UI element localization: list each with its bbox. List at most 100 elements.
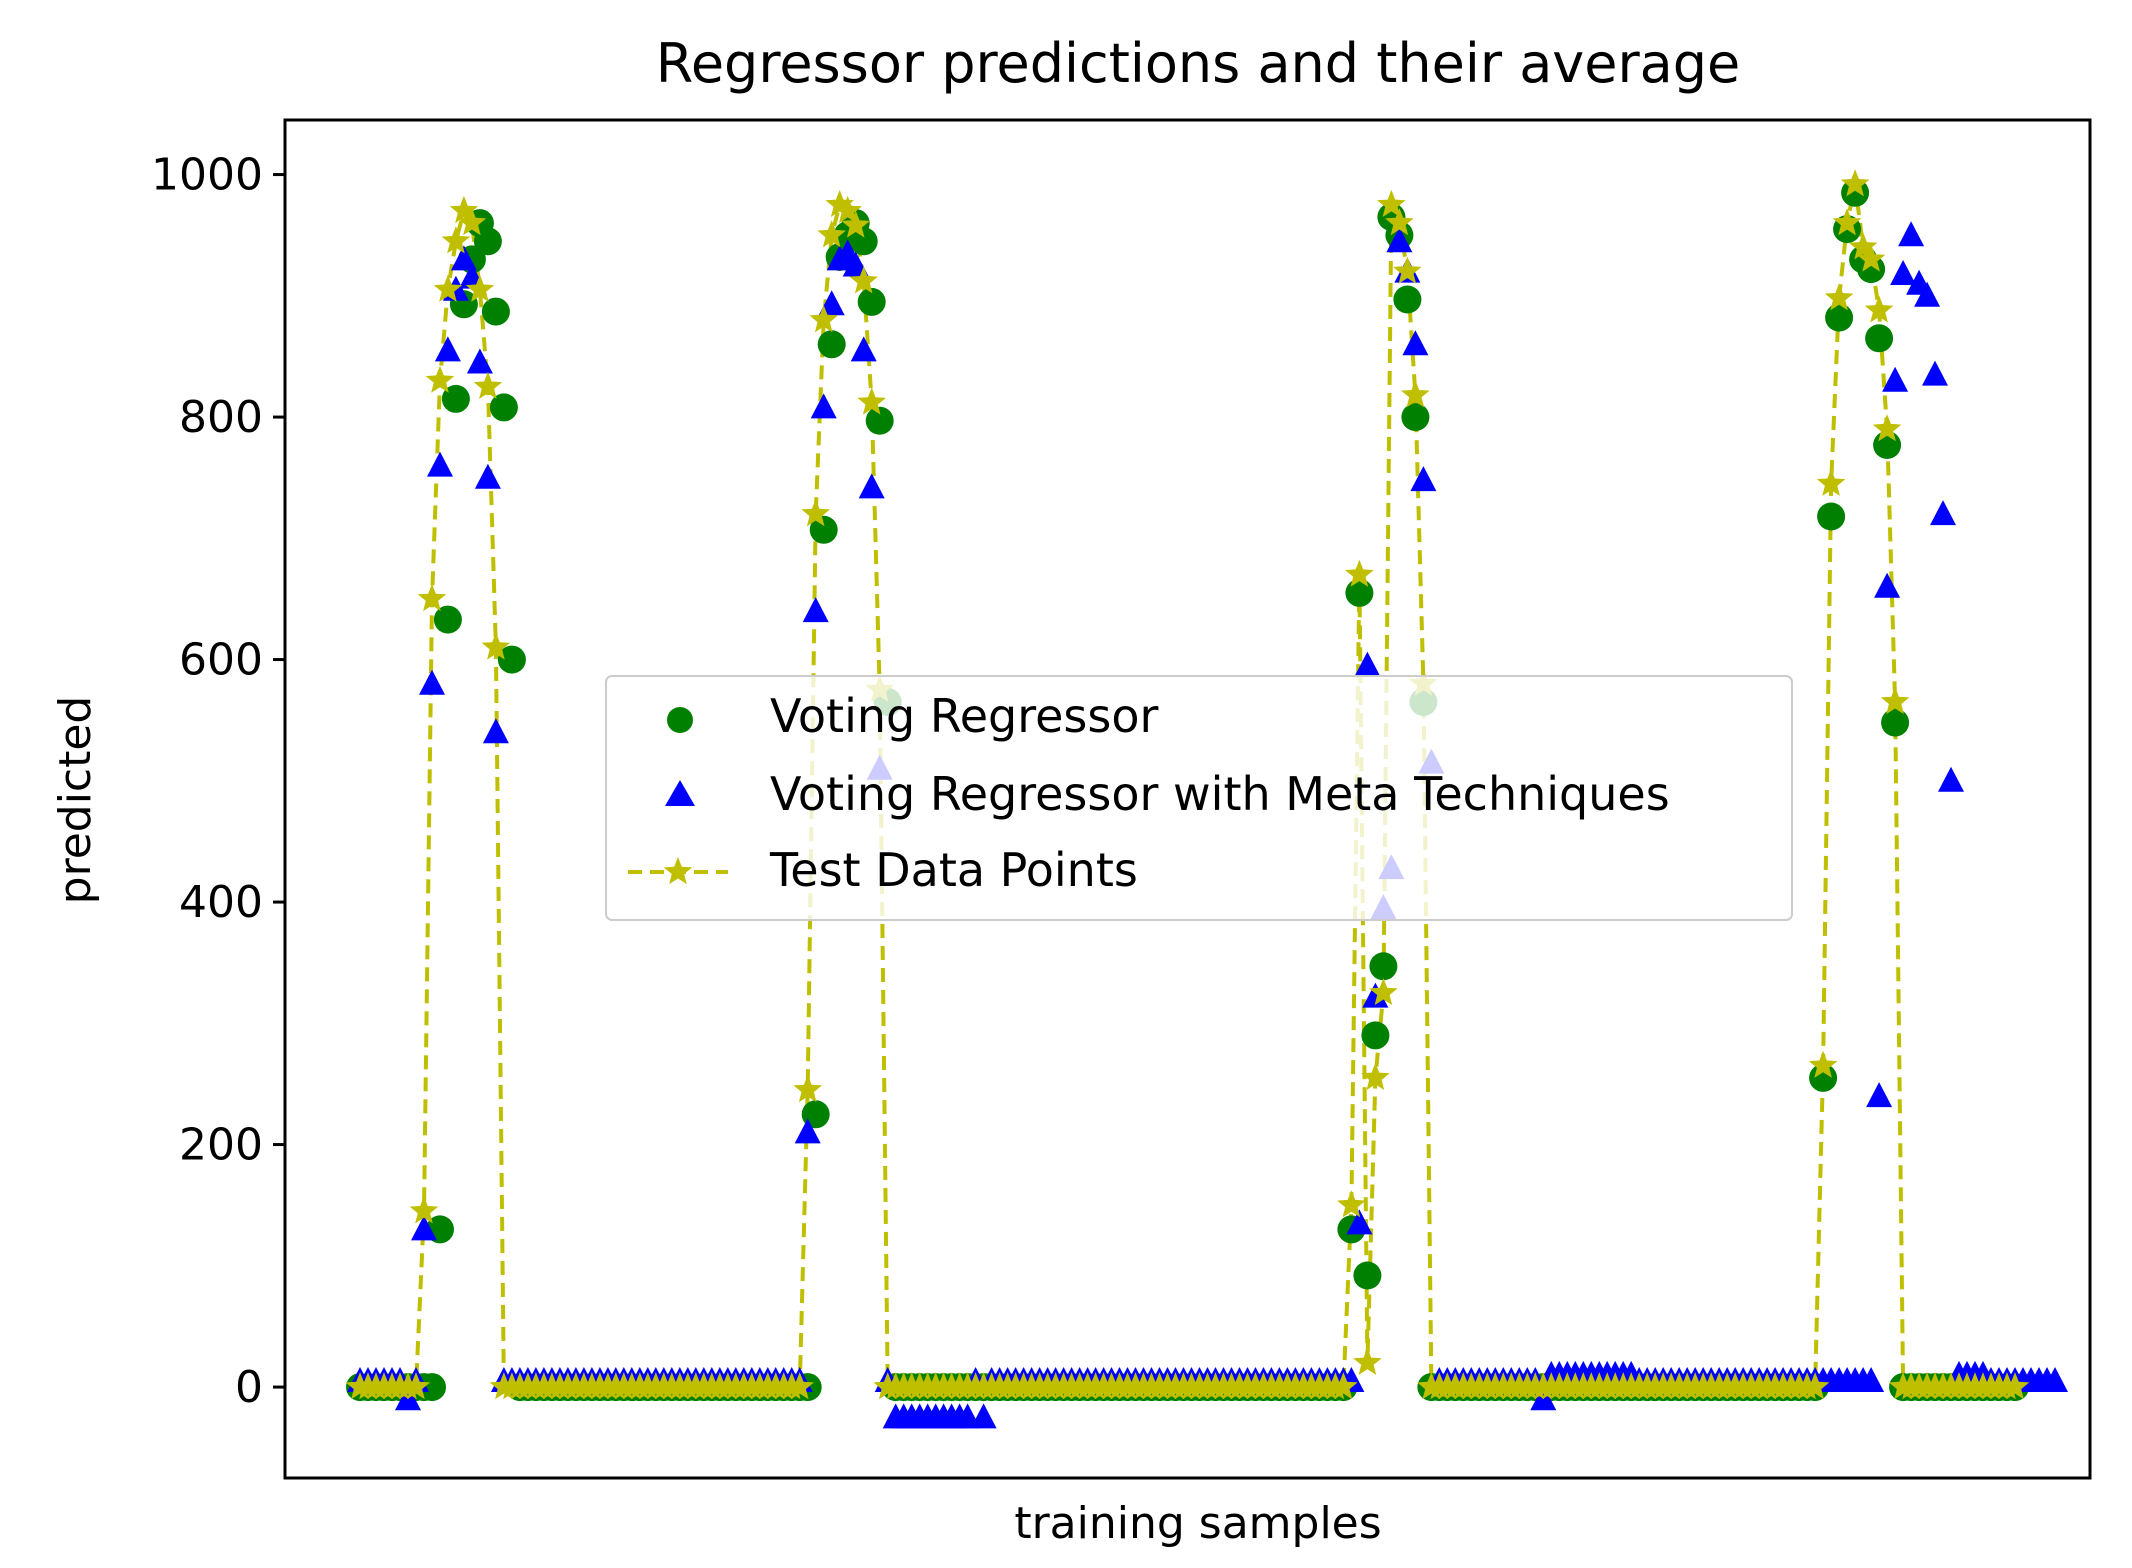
test-data-point	[801, 499, 830, 527]
y-tick-label: 600	[179, 635, 263, 686]
voting-regressor-meta-point	[1866, 1082, 1893, 1108]
voting-regressor-meta-point	[466, 348, 493, 374]
voting-regressor-point	[497, 645, 526, 674]
test-data-point	[433, 274, 463, 302]
test-data-point	[409, 1196, 439, 1224]
voting-regressor-meta-point	[1874, 572, 1901, 598]
voting-regressor-meta-point	[419, 669, 445, 695]
test-data-point	[1393, 256, 1422, 284]
voting-regressor-meta-point	[450, 245, 477, 271]
voting-regressor-meta-point	[1354, 651, 1381, 677]
voting-regressor-point	[1865, 324, 1894, 353]
voting-regressor-point	[481, 297, 510, 326]
voting-regressor-meta-point	[1898, 221, 1925, 247]
test-data-point	[1369, 978, 1398, 1006]
voting-regressor-point	[1841, 178, 1870, 207]
voting-regressor-point	[1825, 303, 1854, 332]
test-data-point	[793, 1075, 822, 1103]
test-data-point	[2000, 1372, 2030, 1400]
test-data-point	[1880, 687, 1910, 715]
test-data-point	[825, 189, 854, 217]
voting-regressor-meta-point	[1930, 500, 1956, 526]
legend-marker-test-data	[663, 857, 693, 885]
test-data-point	[1377, 189, 1406, 217]
test-data-point	[1361, 1062, 1390, 1090]
voting-regressor-meta-point	[850, 336, 877, 362]
voting-regressor-meta-point	[1914, 281, 1941, 307]
y-tick-label: 400	[179, 877, 263, 928]
test-data-point	[1864, 295, 1894, 323]
voting-regressor-meta-point	[1410, 466, 1437, 492]
voting-regressor-point	[849, 227, 878, 256]
x-axis-label: training samples	[1014, 1498, 1381, 1549]
test-data-point	[785, 1372, 814, 1400]
test-data-point	[457, 208, 487, 236]
test-data-point	[1385, 208, 1414, 236]
test-data-point	[425, 365, 455, 393]
test-data-points	[345, 169, 2030, 1400]
voting-regressor-meta-point	[2042, 1367, 2068, 1392]
voting-regressor-meta-point	[1882, 366, 1909, 392]
test-data-point	[817, 220, 846, 248]
voting-regressor-meta-point	[411, 1215, 437, 1241]
voting-regressor-point	[1817, 502, 1846, 531]
test-data-point	[1872, 414, 1902, 442]
voting-regressor-point	[1369, 952, 1398, 981]
voting-regressor-meta-point	[434, 336, 461, 362]
test-data-point	[1345, 559, 1374, 587]
voting-regressor-point	[865, 406, 894, 435]
test-data-point	[1856, 244, 1886, 272]
legend-marker-voting-regressor-meta	[665, 780, 695, 806]
voting-regressor-point	[1881, 708, 1910, 737]
voting-regressor-meta-point	[1890, 260, 1917, 285]
legend-label-test-data: Test Data Points	[769, 843, 1138, 897]
test-data-point	[441, 226, 471, 254]
voting-regressor-meta-point	[794, 1118, 821, 1144]
test-data-point	[1353, 1347, 1382, 1375]
voting-regressor-point	[433, 605, 462, 634]
voting-regressor-point	[1401, 403, 1430, 432]
voting-regressor-meta-point	[1362, 982, 1389, 1008]
y-tick-label: 1000	[151, 150, 263, 201]
chart-title: Regressor predictions and their average	[656, 32, 1741, 95]
y-axis: 0 200 400 600 800 1000	[151, 150, 285, 1413]
test-data-point	[857, 387, 886, 415]
test-data-point	[849, 266, 878, 294]
voting-regressor-meta-point	[1922, 360, 1948, 386]
y-tick-label: 800	[179, 392, 263, 443]
voting-regressor-meta-point	[1346, 1209, 1373, 1235]
test-data-point	[1337, 1190, 1366, 1218]
test-data-point	[1808, 1050, 1838, 1078]
voting-regressor-meta-point	[1386, 227, 1413, 253]
test-data-point	[401, 1372, 431, 1400]
voting-regressor-point	[1857, 255, 1886, 284]
test-data-point	[1816, 468, 1846, 496]
y-tick-label: 200	[179, 1120, 263, 1171]
legend-item-voting-regressor-meta: Voting Regressor with Meta Techniques	[665, 767, 1670, 821]
voting-regressor-point	[441, 384, 470, 413]
legend: Voting Regressor Voting Regressor with M…	[605, 675, 1793, 921]
voting-regressor-point	[473, 227, 502, 256]
voting-regressor-point	[489, 393, 518, 422]
voting-regressor-meta-point	[810, 393, 837, 419]
voting-regressor-point	[1393, 285, 1422, 314]
test-data-point	[473, 371, 503, 399]
voting-regressor-meta-point	[427, 451, 453, 477]
voting-regressor-point	[1345, 578, 1374, 607]
voting-regressor-meta-point	[802, 597, 829, 623]
legend-item-test-data: Test Data Points	[628, 843, 1138, 897]
voting-regressor-point	[857, 287, 886, 316]
test-data-point	[1848, 232, 1878, 260]
test-data-point	[841, 210, 870, 238]
voting-regressor-meta-point	[474, 463, 501, 489]
voting-regressor-meta-point	[970, 1403, 997, 1429]
test-data-point	[449, 195, 479, 224]
legend-marker-voting-regressor	[667, 707, 693, 733]
voting-regressor-point	[1361, 1021, 1390, 1050]
legend-label-voting-regressor-meta: Voting Regressor with Meta Techniques	[770, 767, 1670, 821]
test-data-point	[465, 274, 495, 302]
voting-regressor-point	[1353, 1261, 1382, 1290]
test-data-point	[481, 632, 511, 660]
voting-regressor-meta-point	[1858, 1367, 1885, 1392]
